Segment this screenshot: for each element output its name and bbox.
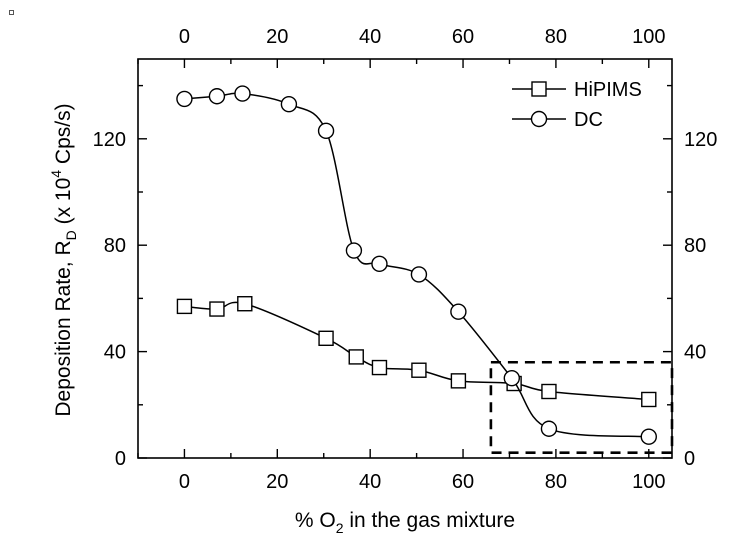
series-hipims	[176, 296, 657, 408]
data-point-dc	[176, 90, 193, 108]
y-tick-label: 80	[104, 235, 126, 257]
data-point-dc	[410, 266, 428, 283]
data-point-hipims	[237, 296, 253, 312]
top-tick-label: 60	[452, 26, 474, 48]
series-layer	[176, 85, 657, 445]
data-point-dc	[208, 88, 226, 105]
data-point-dc	[503, 370, 520, 387]
x-tick-label: 100	[632, 471, 665, 493]
data-point-hipims	[209, 301, 225, 317]
data-point-dc	[234, 85, 251, 102]
data-point-hipims	[318, 330, 334, 346]
plot-frame	[137, 58, 673, 459]
data-point-hipims	[641, 391, 657, 408]
top-tick-label: 0	[179, 26, 190, 48]
y-tick-label: 120	[93, 129, 126, 151]
data-point-hipims	[411, 362, 427, 378]
data-point-dc	[371, 255, 388, 273]
annotation-layer	[489, 360, 674, 454]
data-point-dc	[280, 96, 298, 113]
right-tick-label: 80	[684, 235, 706, 257]
legend: HiPIMS DC	[512, 79, 642, 131]
x-tick-label: 0	[179, 471, 190, 493]
x-axis-title-subscript: 2	[336, 520, 344, 536]
data-point-dc	[317, 122, 335, 140]
y-axis-title: Deposition Rate, RD (x 104 Cps/s)	[48, 103, 79, 416]
y-tick-label: 0	[115, 448, 126, 470]
data-point-dc	[540, 420, 558, 437]
x-tick-label: 40	[359, 471, 381, 493]
y-axis-title-subscript: D	[63, 230, 79, 240]
series-line-hipims	[184, 301, 649, 401]
top-tick-label: 20	[266, 26, 288, 48]
y-tick-label: 40	[104, 342, 126, 364]
x-tick-label: 20	[266, 471, 288, 493]
legend-marker-hipims	[531, 81, 547, 97]
corner-marker	[9, 10, 14, 15]
top-tick-label: 80	[545, 26, 567, 48]
top-tick-label: 100	[632, 26, 665, 48]
y-axis-title-unit: (x 10	[52, 178, 75, 231]
legend-label-hipims: HiPIMS	[574, 79, 642, 101]
x-axis-title: % O2 in the gas mixture	[295, 509, 515, 536]
right-tick-label: 120	[684, 129, 717, 151]
data-point-hipims	[450, 373, 467, 389]
data-point-hipims	[348, 349, 364, 365]
legend-marker-dc	[530, 110, 548, 128]
data-point-dc	[345, 242, 363, 259]
right-tick-label: 40	[684, 342, 706, 364]
data-point-dc	[450, 303, 467, 320]
highlight-dashed-box	[489, 360, 674, 454]
x-axis-title-end: in the gas mixture	[344, 509, 516, 532]
series-line-dc	[184, 92, 649, 438]
y-axis-title-unit-end: Cps/s)	[52, 103, 75, 170]
legend-label-dc: DC	[574, 109, 603, 131]
x-tick-label: 60	[452, 471, 474, 493]
plot-border	[137, 58, 673, 459]
y-axis-title-superscript: 4	[48, 170, 64, 178]
data-point-hipims	[371, 359, 388, 376]
right-tick-label: 0	[684, 448, 695, 470]
x-tick-label: 80	[545, 471, 567, 493]
top-tick-label: 40	[359, 26, 381, 48]
data-point-hipims	[176, 298, 193, 315]
data-point-dc	[640, 428, 657, 445]
data-point-hipims	[541, 383, 557, 400]
axis-ticks: 0 0 20 20 40 40 60 60 80 80 100 100 0 0 40 40 80 80 120 120	[93, 26, 718, 493]
series-dc	[176, 85, 657, 445]
